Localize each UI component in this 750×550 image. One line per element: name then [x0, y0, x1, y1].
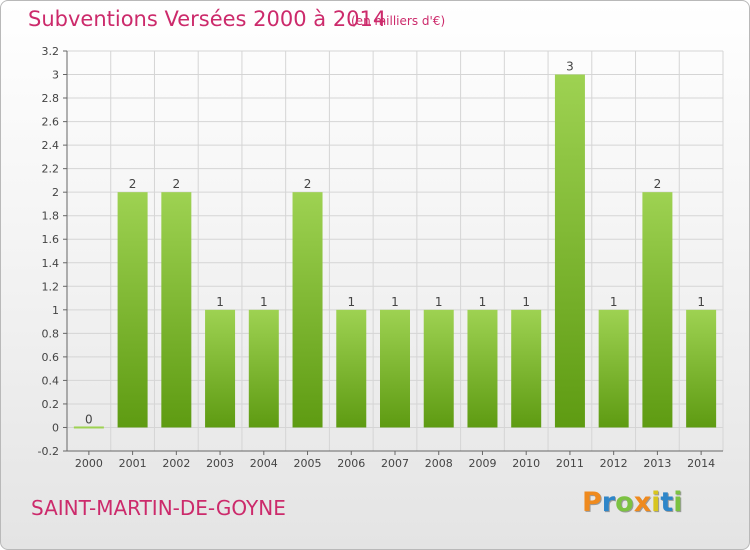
- data-label: 2: [129, 177, 137, 191]
- y-tick-label: 2.6: [42, 116, 60, 129]
- x-tick-label: 2014: [687, 457, 715, 470]
- y-tick-label: 1: [52, 304, 59, 317]
- y-tick-label: 2.4: [42, 139, 60, 152]
- bar: [380, 309, 410, 428]
- data-label: 1: [435, 295, 443, 309]
- data-label: 1: [260, 295, 268, 309]
- x-tick-label: 2010: [512, 457, 540, 470]
- bar: [161, 192, 192, 428]
- y-tick-label: 2: [52, 186, 59, 199]
- logo-letter: t: [660, 487, 674, 518]
- y-tick-label: 0.2: [42, 398, 60, 411]
- y-tick-label: 3: [52, 69, 59, 82]
- data-label: 2: [304, 177, 312, 191]
- y-tick-label: 1.8: [42, 210, 60, 223]
- x-tick-label: 2004: [250, 457, 278, 470]
- chart-title: Subventions Versées 2000 à 2014: [28, 7, 387, 31]
- x-tick-label: 2006: [337, 457, 365, 470]
- bar: [642, 192, 673, 428]
- x-tick-label: 2007: [381, 457, 409, 470]
- bar: [686, 309, 717, 428]
- y-tick-label: 0.8: [42, 327, 60, 340]
- bar: [554, 74, 585, 428]
- bars: [73, 74, 717, 429]
- y-tick-label: 1.4: [42, 257, 60, 270]
- x-tick-label: 2011: [556, 457, 584, 470]
- x-tick-label: 2003: [206, 457, 234, 470]
- bar: [117, 192, 148, 428]
- bar: [205, 309, 236, 428]
- bar: [292, 192, 323, 428]
- y-tick-label: 0: [52, 421, 59, 434]
- data-label: 1: [216, 295, 224, 309]
- logo-letter: o: [615, 487, 634, 518]
- data-label: 1: [391, 295, 399, 309]
- data-label: 1: [697, 295, 705, 309]
- chart-subtitle: (en milliers d'€): [351, 14, 446, 28]
- x-tick-label: 2013: [643, 457, 671, 470]
- data-label: 2: [654, 177, 662, 191]
- data-label: 2: [173, 177, 181, 191]
- y-tick-label: 2.8: [42, 92, 60, 105]
- bar: [248, 309, 279, 428]
- logo-letter: i: [673, 487, 683, 518]
- bar: [336, 309, 367, 428]
- logo-letter: P: [582, 487, 602, 518]
- data-label: 1: [610, 295, 618, 309]
- bar: [73, 426, 104, 429]
- data-label: 3: [566, 60, 574, 74]
- bar: [598, 309, 629, 428]
- data-label: 1: [347, 295, 355, 309]
- y-tick-label: 1.6: [42, 233, 60, 246]
- x-tick-label: 2008: [425, 457, 453, 470]
- x-tick-label: 2002: [162, 457, 190, 470]
- commune-name: SAINT-MARTIN-DE-GOYNE: [31, 496, 286, 520]
- data-label: 1: [479, 295, 487, 309]
- bar: [467, 309, 498, 428]
- x-tick-label: 2012: [600, 457, 628, 470]
- x-tick-label: 2001: [119, 457, 147, 470]
- logo-letter: i: [651, 487, 661, 518]
- bar: [511, 309, 542, 428]
- y-tick-label: 1.2: [42, 280, 60, 293]
- y-tick-label: 2.2: [42, 163, 60, 176]
- x-tick-label: 2005: [294, 457, 322, 470]
- x-tick-label: 2009: [468, 457, 496, 470]
- proxiti-logo[interactable]: Proxiti: [582, 487, 683, 518]
- y-tick-label: 3.2: [42, 45, 60, 58]
- data-label: 1: [522, 295, 530, 309]
- bar: [423, 309, 454, 428]
- data-label: 0: [85, 412, 93, 426]
- logo-letter: r: [601, 487, 616, 518]
- axes: [63, 50, 723, 455]
- x-tick-label: 2000: [75, 457, 103, 470]
- labels: -0.2 0 0.2 0.4 0.6 0.8 1 1.2 1.4 1.6 1.8 2 2.2 2.4 2.6…: [38, 45, 716, 470]
- logo-letter: x: [633, 487, 652, 518]
- y-tick-label: 0.4: [42, 374, 60, 387]
- y-tick-label: -0.2: [38, 445, 59, 458]
- y-tick-label: 0.6: [42, 351, 60, 364]
